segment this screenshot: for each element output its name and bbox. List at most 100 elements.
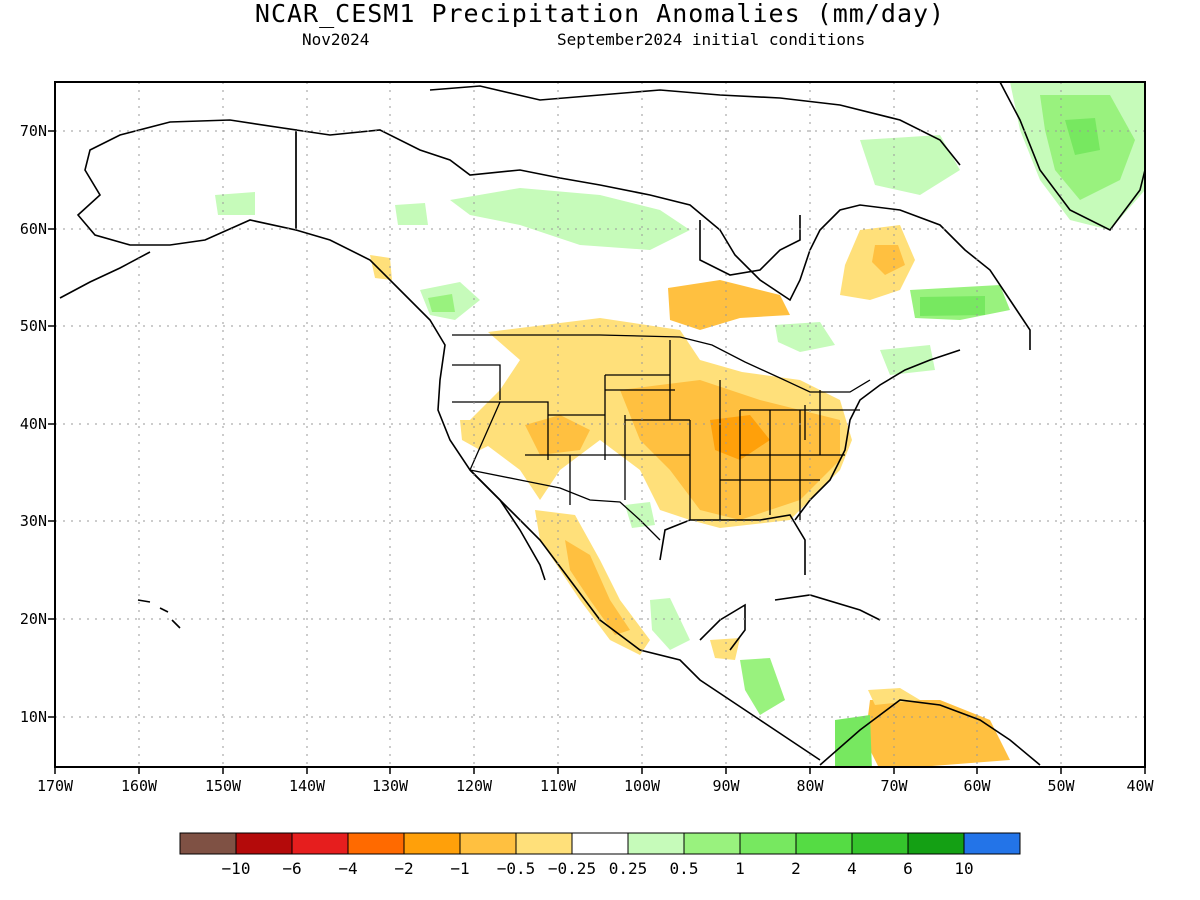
lat-label: 20N xyxy=(20,610,47,628)
hawaii xyxy=(137,599,181,629)
lon-labels: 170W 160W 150W 140W 130W 120W 110W 100W … xyxy=(37,777,1155,795)
wet-anomaly-central-america xyxy=(740,658,785,715)
colorbar-label: 0.5 xyxy=(670,859,699,878)
colorbar-label: 0.25 xyxy=(609,859,648,878)
lon-label: 40W xyxy=(1126,777,1154,795)
wet-anomaly-yucatan xyxy=(650,598,690,650)
state-lines-west xyxy=(452,364,626,505)
colorbar-label: −6 xyxy=(282,859,301,878)
colorbar-swatch xyxy=(683,832,741,855)
dry-anomaly-great-lakes xyxy=(668,280,790,330)
colorbar-label: 10 xyxy=(954,859,973,878)
lon-label: 120W xyxy=(456,777,493,795)
colorbar-swatch xyxy=(347,832,405,855)
wet-anomaly-nunavut xyxy=(860,135,960,195)
colorbar-label: 2 xyxy=(791,859,801,878)
lat-label: 30N xyxy=(20,512,47,530)
wet-anomaly-greenland-strong xyxy=(1065,118,1100,155)
initial-conditions-label: September2024 initial conditions xyxy=(557,30,866,49)
map-title: NCAR_CESM1 Precipitation Anomalies (mm/d… xyxy=(254,0,946,28)
colorbar-swatch xyxy=(403,832,461,855)
colorbar-label: −1 xyxy=(450,859,469,878)
colorbar-swatch xyxy=(795,832,853,855)
lon-label: 160W xyxy=(121,777,158,795)
colorbar-label: −4 xyxy=(338,859,357,878)
wet-anomaly-colombia xyxy=(835,715,872,767)
lat-label: 50N xyxy=(20,317,47,335)
colorbar-label: −0.5 xyxy=(497,859,536,878)
wet-anomaly-texas xyxy=(625,502,655,528)
dry-anomaly-south-america xyxy=(865,700,1010,767)
axis-ticks xyxy=(48,130,1146,774)
cuba xyxy=(774,594,881,621)
colorbar-swatch xyxy=(963,832,1021,855)
dry-anomaly-southwest xyxy=(460,420,500,450)
aleutian-chain xyxy=(59,251,151,299)
colorbar-label: 4 xyxy=(847,859,857,878)
colorbar-labels: −10 −6 −4 −2 −1 −0.5 −0.25 0.25 0.5 1 2 4 6 10 xyxy=(222,859,974,878)
dry-anomaly-quebec-core xyxy=(872,245,905,275)
dry-anomaly-central-america xyxy=(710,638,740,660)
dry-anomaly-canada-rockies xyxy=(370,255,392,280)
colorbar-swatch xyxy=(627,832,685,855)
colorbar-swatch xyxy=(179,832,237,855)
colorbar-swatch xyxy=(235,832,293,855)
forecast-month: Nov2024 xyxy=(302,30,370,49)
yucatan-coast xyxy=(699,603,746,651)
lon-label: 70W xyxy=(880,777,908,795)
borders xyxy=(295,130,871,541)
colorbar-swatch xyxy=(515,832,573,855)
colorbar-swatch xyxy=(459,832,517,855)
lon-label: 100W xyxy=(624,777,661,795)
colorbar-swatch xyxy=(907,832,965,855)
lon-label: 90W xyxy=(712,777,740,795)
lat-label: 10N xyxy=(20,708,47,726)
south-america-coast xyxy=(819,699,1041,766)
lon-label: 60W xyxy=(963,777,991,795)
graticule xyxy=(55,82,1145,767)
canada-arctic-coast xyxy=(295,129,1031,350)
colorbar-label: 6 xyxy=(903,859,913,878)
lat-label: 40N xyxy=(20,415,47,433)
coastlines xyxy=(59,82,1145,766)
lat-label: 60N xyxy=(20,220,47,238)
wet-anomaly-pacific-nw-core xyxy=(428,294,455,312)
lon-label: 170W xyxy=(37,777,74,795)
lat-label: 70N xyxy=(20,122,47,140)
baja-california xyxy=(469,469,546,581)
lat-labels: 70N 60N 50N 40N 30N 20N 10N xyxy=(20,122,47,726)
colorbar-label: 1 xyxy=(735,859,745,878)
colorbar-swatch xyxy=(571,832,629,855)
wet-anomaly-labrador-core xyxy=(920,296,985,316)
colorbar-swatch xyxy=(291,832,349,855)
wet-anomaly-hudson-bay xyxy=(450,188,690,250)
anomaly-fields xyxy=(215,82,1145,767)
lon-label: 150W xyxy=(205,777,242,795)
colorbar-label: −2 xyxy=(394,859,413,878)
colorbar-label: −0.25 xyxy=(548,859,596,878)
lon-label: 110W xyxy=(540,777,577,795)
colorbar-label: −10 xyxy=(222,859,251,878)
us-mexico-border xyxy=(469,469,661,541)
lon-label: 140W xyxy=(289,777,326,795)
wet-anomaly-ontario xyxy=(775,322,835,352)
state-lines-east xyxy=(720,390,860,481)
alaska-coastline xyxy=(76,119,297,246)
greenland-coast xyxy=(999,82,1145,232)
wet-anomaly-alaska xyxy=(215,192,255,215)
lon-label: 80W xyxy=(796,777,824,795)
us-canada-border xyxy=(452,334,871,393)
hudson-bay-shore xyxy=(699,215,801,276)
lon-label: 130W xyxy=(372,777,409,795)
arctic-islands xyxy=(429,85,961,166)
colorbar-swatch xyxy=(739,832,797,855)
wet-anomaly-maritimes xyxy=(880,345,935,375)
wet-anomaly-yukon xyxy=(395,203,428,225)
state-lines-central xyxy=(605,340,801,520)
dry-anomaly-mexico-core xyxy=(565,540,630,635)
colorbar xyxy=(179,832,1021,855)
colorbar-swatch xyxy=(851,832,909,855)
gulf-coast xyxy=(659,514,806,575)
lon-label: 50W xyxy=(1047,777,1075,795)
